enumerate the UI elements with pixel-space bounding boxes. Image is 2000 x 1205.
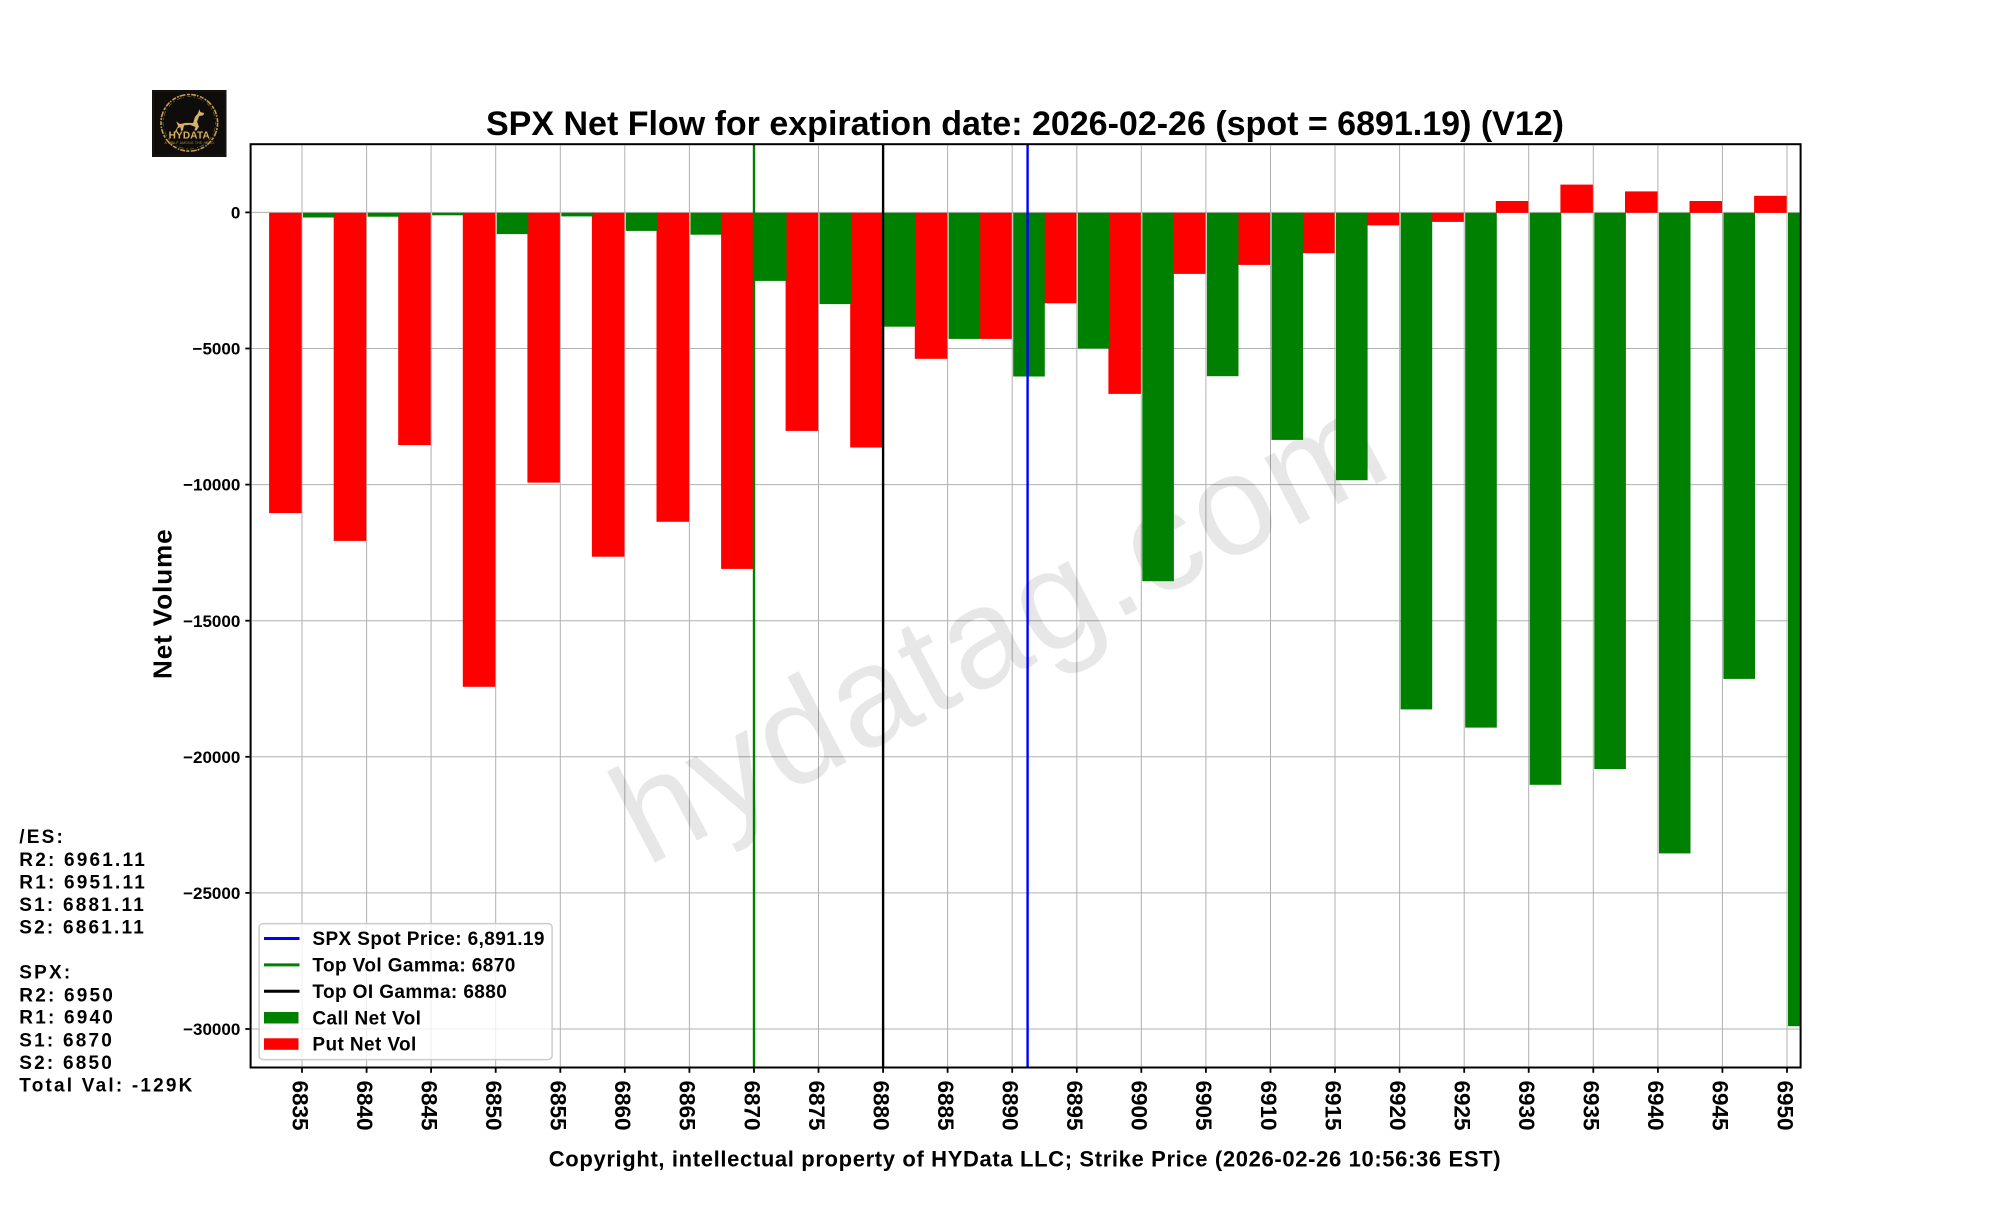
svg-text:Call Net Vol: Call Net Vol	[312, 1008, 421, 1029]
svg-text:SPX:: SPX:	[19, 962, 72, 983]
svg-text:−10000: −10000	[183, 476, 240, 495]
svg-text:6835: 6835	[287, 1081, 312, 1131]
svg-text:Total Val: -129K: Total Val: -129K	[19, 1075, 194, 1096]
svg-text:R2: 6961.11: R2: 6961.11	[19, 850, 147, 871]
svg-text:6900: 6900	[1127, 1081, 1152, 1131]
svg-text:6920: 6920	[1385, 1081, 1410, 1131]
svg-text:6885: 6885	[933, 1081, 958, 1131]
svg-text:HYDATA: HYDATA	[169, 130, 210, 141]
svg-text:Top OI Gamma: 6880: Top OI Gamma: 6880	[312, 982, 507, 1003]
svg-text:S2: 6850: S2: 6850	[19, 1053, 114, 1074]
svg-text:6910: 6910	[1256, 1081, 1281, 1131]
svg-text:Copyright, intellectual proper: Copyright, intellectual property of HYDa…	[549, 1147, 1501, 1172]
svg-text:6845: 6845	[416, 1081, 441, 1131]
svg-text:A WOLF AMONG THE HERD: A WOLF AMONG THE HERD	[164, 141, 214, 145]
svg-text:6875: 6875	[804, 1081, 829, 1131]
svg-text:0: 0	[231, 204, 240, 223]
svg-text:S1: 6881.11: S1: 6881.11	[19, 895, 146, 916]
svg-text:6840: 6840	[352, 1081, 377, 1131]
svg-text:6950: 6950	[1772, 1081, 1797, 1131]
svg-text:6895: 6895	[1062, 1081, 1087, 1131]
svg-text:6860: 6860	[610, 1081, 635, 1131]
svg-text:SPX Net Flow for expiration da: SPX Net Flow for expiration date: 2026-0…	[486, 105, 1564, 143]
svg-text:6930: 6930	[1514, 1081, 1539, 1131]
svg-text:6915: 6915	[1320, 1081, 1345, 1131]
svg-text:−25000: −25000	[183, 884, 240, 903]
svg-text:6925: 6925	[1450, 1081, 1475, 1131]
svg-text:−15000: −15000	[183, 612, 240, 631]
svg-text:6890: 6890	[998, 1081, 1023, 1131]
svg-text:−20000: −20000	[183, 748, 240, 767]
svg-text:R1: 6951.11: R1: 6951.11	[19, 872, 147, 893]
svg-text:6905: 6905	[1191, 1081, 1216, 1131]
svg-text:Top Vol Gamma: 6870: Top Vol Gamma: 6870	[312, 956, 515, 977]
svg-text:6880: 6880	[868, 1081, 893, 1131]
svg-text:−5000: −5000	[193, 340, 241, 359]
svg-text:6940: 6940	[1643, 1081, 1668, 1131]
svg-text:6935: 6935	[1579, 1081, 1604, 1131]
svg-text:S2: 6861.11: S2: 6861.11	[19, 918, 146, 939]
svg-text:Net Volume: Net Volume	[148, 528, 178, 679]
svg-text:6870: 6870	[739, 1081, 764, 1131]
svg-text:6850: 6850	[481, 1081, 506, 1131]
svg-text:Put Net Vol: Put Net Vol	[312, 1035, 416, 1056]
svg-text:−30000: −30000	[183, 1020, 240, 1039]
svg-text:SPX Spot Price: 6,891.19: SPX Spot Price: 6,891.19	[312, 929, 544, 950]
svg-text:/ES:: /ES:	[19, 827, 65, 848]
svg-text:6945: 6945	[1708, 1081, 1733, 1131]
svg-text:S1: 6870: S1: 6870	[19, 1030, 114, 1051]
svg-text:R1: 6940: R1: 6940	[19, 1008, 115, 1029]
svg-text:R2: 6950: R2: 6950	[19, 985, 115, 1006]
svg-text:6865: 6865	[675, 1081, 700, 1131]
svg-text:6855: 6855	[546, 1081, 571, 1131]
